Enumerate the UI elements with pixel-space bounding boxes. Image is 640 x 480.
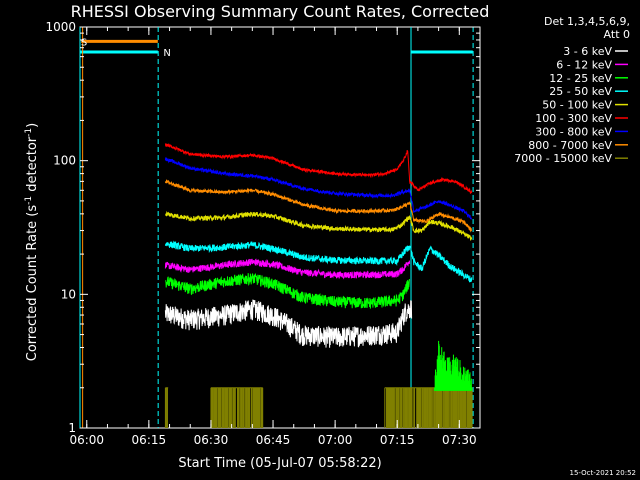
- x-tick-label: 06:45: [256, 433, 291, 447]
- x-tick-label: 06:00: [69, 433, 104, 447]
- plot-area: [79, 26, 481, 429]
- axis-ticks: 06:00 06:15 06:30 06:45 07:00 07:15 07:30 1 10 10…: [45, 20, 481, 447]
- y-tick-label: 1000: [45, 20, 76, 34]
- legend-header-line1: Det 1,3,4,5,6,9,: [544, 15, 630, 28]
- y-tick-label: 100: [53, 154, 76, 168]
- x-tick-label: 06:30: [194, 433, 229, 447]
- legend-label: 300 - 800 keV: [535, 125, 612, 138]
- marker-annotation: S: [81, 37, 87, 48]
- x-axis-label: Start Time (05-Jul-07 05:58:22): [178, 456, 381, 471]
- legend-header-line2: Att 0: [604, 28, 630, 41]
- gamma-green-block: [433, 340, 473, 391]
- y-tick-label: 1: [68, 421, 76, 435]
- timestamp: 15-Oct-2021 20:52: [570, 469, 636, 477]
- legend-label: 6 - 12 keV: [556, 58, 612, 71]
- y-axis-label-end: ): [25, 123, 40, 128]
- y-axis-label: Corrected Count Rate (s-1 detector-1): [24, 123, 40, 361]
- legend-label: 12 - 25 keV: [549, 72, 612, 85]
- plot-frame: [79, 26, 481, 429]
- series-300-800-kev: [164, 157, 472, 220]
- series-25-50-kev: [164, 240, 473, 283]
- x-tick-label: 07:15: [380, 433, 415, 447]
- legend-label: 7000 - 15000 keV: [514, 152, 612, 165]
- chart-title: RHESSI Observing Summary Count Rates, Co…: [71, 2, 490, 21]
- legend-label: 100 - 300 keV: [535, 112, 612, 125]
- x-tick-label: 07:00: [318, 433, 353, 447]
- x-tick-label: 07:30: [442, 433, 477, 447]
- series-7000-15000-kev: [164, 387, 473, 428]
- series-12-25-kev: [165, 273, 411, 309]
- series-layer: [164, 142, 473, 428]
- y-tick-label: 10: [61, 287, 76, 301]
- y-axis-label-main: Corrected Count Rate (s: [25, 205, 40, 362]
- series-800-7000-kev: [164, 179, 472, 233]
- orbit-markers: SN: [79, 27, 474, 428]
- series-6-12-kev: [164, 258, 411, 280]
- y-axis-label-mid: detector: [25, 136, 40, 196]
- series-3-6-kev: [164, 299, 413, 348]
- legend-label: 50 - 100 keV: [542, 99, 612, 112]
- marker-annotation: N: [163, 48, 170, 59]
- x-tick-label: 06:15: [132, 433, 167, 447]
- legend-label: 800 - 7000 keV: [528, 139, 612, 152]
- y-axis-label-sup2: -1: [24, 128, 34, 137]
- legend-label: 3 - 6 keV: [563, 45, 612, 58]
- y-axis-label-sup1: -1: [24, 196, 34, 205]
- series-100-300-kev: [164, 142, 473, 195]
- series-50-100-kev: [164, 210, 473, 241]
- legend-label: 25 - 50 keV: [549, 85, 612, 98]
